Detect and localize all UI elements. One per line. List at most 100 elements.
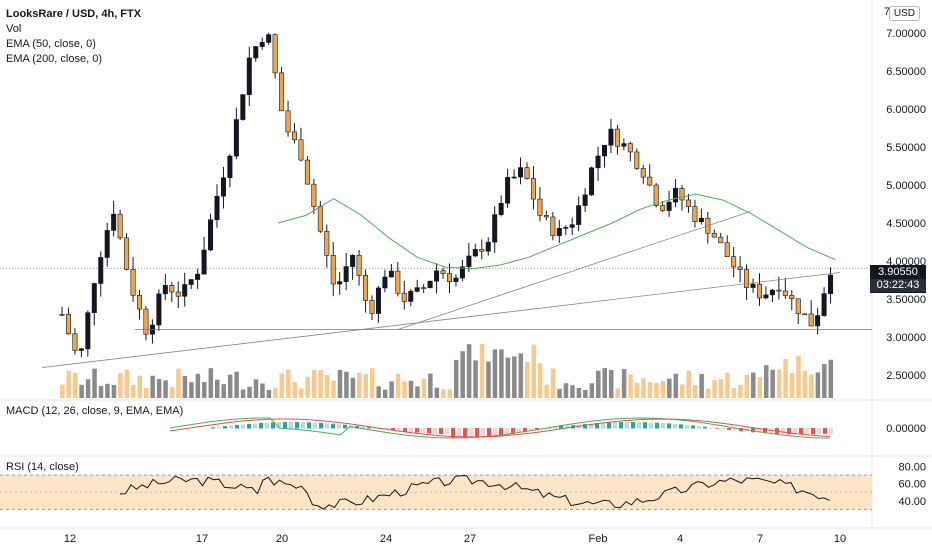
candle-body <box>440 270 446 274</box>
volume-bar <box>363 374 369 398</box>
candle-body <box>137 295 143 310</box>
macd-histogram-bar <box>505 428 509 435</box>
volume-bar <box>705 388 711 398</box>
volume-bar <box>680 384 685 398</box>
candle-body <box>485 241 491 252</box>
candle-body <box>685 199 691 207</box>
macd-histogram-bar <box>295 422 299 429</box>
candle-body <box>750 283 756 288</box>
volume-bar <box>428 373 433 398</box>
time-tick-label: 12 <box>64 533 76 545</box>
ema50-legend[interactable]: EMA (50, close, 0) <box>6 38 96 50</box>
macd-histogram-bar <box>517 428 521 434</box>
candle-body <box>311 183 317 207</box>
macd-histogram-bar <box>451 428 455 438</box>
candle-body <box>356 254 362 276</box>
candle-body <box>266 34 272 43</box>
volume-bar <box>802 370 808 398</box>
macd-histogram-bar <box>427 428 431 434</box>
volume-bar <box>621 369 627 398</box>
volume-bar <box>79 384 84 398</box>
volume-bar <box>660 380 666 398</box>
macd-histogram-bar <box>823 428 827 434</box>
macd-histogram-bar <box>409 428 413 433</box>
candle-body <box>731 256 737 268</box>
volume-bar <box>182 375 188 398</box>
vol-legend[interactable]: Vol <box>6 23 22 35</box>
volume-bar <box>441 389 446 398</box>
volume-bar <box>731 388 737 398</box>
candle-body <box>711 232 717 238</box>
candle-body <box>227 155 233 179</box>
candle-body <box>240 94 246 120</box>
trendline <box>41 272 841 368</box>
macd-legend[interactable]: MACD (12, 26, close, 9, EMA, EMA) <box>6 405 184 417</box>
candle-body <box>692 206 698 222</box>
macd-histogram-bar <box>463 428 467 439</box>
volume-bar <box>563 383 569 398</box>
volume-bar <box>647 382 653 398</box>
candle-body <box>563 227 569 229</box>
price-tick-label: 6.50000 <box>886 66 926 78</box>
ema200-legend[interactable]: EMA (200, close, 0) <box>6 53 102 65</box>
price-tick-label: 3.00000 <box>886 332 926 344</box>
macd-histogram-bar <box>727 428 731 430</box>
macd-histogram-bar <box>631 422 635 429</box>
chart-title[interactable]: LooksRare / USD, 4h, FTX <box>6 8 142 20</box>
volume-bar <box>137 375 142 398</box>
candle-body <box>569 224 575 228</box>
price-tick-label: 3.50000 <box>886 294 926 306</box>
macd-histogram-bar <box>475 428 479 438</box>
macd-histogram-bar <box>715 428 719 429</box>
macd-line <box>169 417 831 439</box>
time-tick-label: 24 <box>380 533 392 545</box>
candle-body <box>640 168 646 178</box>
macd-histogram-bar <box>709 427 713 429</box>
macd-histogram-bar <box>637 422 641 429</box>
macd-histogram-bar <box>679 424 683 429</box>
volume-bar <box>512 356 517 398</box>
volume-bar <box>628 374 633 398</box>
currency-badge[interactable]: USD <box>888 6 920 21</box>
macd-histogram-bar <box>661 423 665 429</box>
candle-body <box>279 72 285 112</box>
candle-body <box>698 217 704 222</box>
macd-histogram-bar <box>619 422 623 429</box>
volume-bar <box>641 378 646 398</box>
rsi-legend[interactable]: RSI (14, close) <box>6 461 79 473</box>
macd-histogram-bar <box>697 426 701 429</box>
candle-body <box>246 57 252 95</box>
volume-bar <box>473 360 478 398</box>
candle-body <box>330 255 336 285</box>
candle-body <box>408 291 414 302</box>
volume-bar <box>124 369 130 398</box>
trendline <box>397 211 751 330</box>
candle-body <box>91 283 97 313</box>
macd-histogram-bar <box>523 428 527 433</box>
candle-body <box>537 198 543 216</box>
volume-bar <box>518 353 524 398</box>
candle-body <box>582 194 588 206</box>
candle-body <box>214 195 220 221</box>
volume-bar <box>415 386 420 398</box>
volume-bar <box>608 369 614 398</box>
candle-body <box>111 213 117 231</box>
volume-bar <box>60 384 65 398</box>
volume-bar <box>809 374 814 398</box>
volume-bar <box>718 379 724 398</box>
macd-histogram-bar <box>673 423 677 429</box>
time-tick-label: 17 <box>196 533 208 545</box>
macd-histogram-bar <box>625 422 629 429</box>
volume-bar <box>822 364 827 398</box>
candle-body <box>634 151 640 169</box>
macd-histogram-bar <box>331 423 335 429</box>
candle-body <box>550 216 556 236</box>
macd-histogram-bar <box>433 428 437 434</box>
candle-body <box>782 290 788 296</box>
volume-bar <box>260 383 265 398</box>
macd-histogram-bar <box>469 428 473 438</box>
volume-bar <box>318 370 323 398</box>
candle-body <box>298 139 304 161</box>
volume-bar <box>208 368 214 398</box>
